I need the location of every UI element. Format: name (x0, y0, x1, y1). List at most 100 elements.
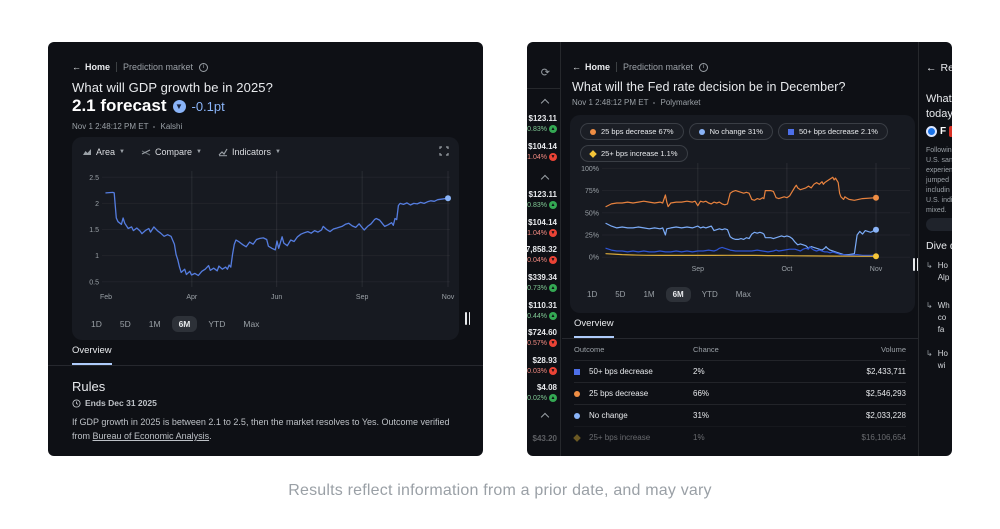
scroll-handle[interactable] (913, 258, 918, 271)
dot-separator (653, 101, 656, 104)
arrow-up-badge-icon: ▲ (549, 284, 557, 292)
arrow-down-badge-icon: ▼ (549, 367, 557, 375)
subdirectory-arrow-icon: ↳ (926, 301, 933, 310)
watchlist-item[interactable]: $28.93 0.03% ▼ (527, 356, 557, 375)
range-5d[interactable]: 5D (615, 290, 626, 299)
watchlist-item[interactable]: $7,858.32 0.04%▼ (527, 245, 557, 264)
range-ytd[interactable]: YTD (208, 319, 226, 329)
fed-chart-svg[interactable]: 0% 25% 50% 75% 100% Sep Oct Nov (570, 157, 915, 285)
svg-text:Feb: Feb (100, 294, 112, 301)
svg-text:Oct: Oct (781, 266, 792, 273)
area-chart-icon (83, 149, 91, 155)
arrow-down-badge-icon: ▼ (549, 339, 557, 347)
svg-text:50%: 50% (585, 210, 599, 217)
scroll-handle[interactable] (465, 312, 470, 325)
dive-deeper-item[interactable]: ↳ Ho Alp (926, 261, 950, 282)
refresh-icon[interactable]: ⟳ (540, 67, 550, 79)
chevron-up-icon[interactable] (540, 174, 550, 184)
table-row[interactable]: 50+ bps decrease 2% $2,433,711 (574, 360, 906, 382)
range-max[interactable]: Max (243, 319, 260, 329)
timestamp: Nov 1 2:48:12 PM ET (572, 98, 649, 107)
tab-strip: Overview (562, 313, 918, 339)
svg-text:Sep: Sep (692, 266, 705, 273)
range-ytd[interactable]: YTD (701, 290, 718, 299)
watchlist-item[interactable]: $339.34 0.73% ▲ (527, 273, 557, 292)
watchlist-item[interactable]: $724.60 0.57% ▼ (527, 328, 557, 347)
gdp-market-window: ← Home Prediction market i What will GDP … (48, 42, 483, 456)
back-home-link[interactable]: ← Home (72, 62, 111, 72)
chart-card: Area ▼ Compare ▼ Indicators ▼ 0.5 1 1.5 2 2.5 Fe… (72, 137, 459, 340)
tab-overview[interactable]: Overview (574, 318, 614, 338)
back-home-link[interactable]: ← Home (572, 62, 611, 72)
svg-text:Apr: Apr (186, 294, 198, 301)
arrow-up-badge-icon: ▲ (549, 394, 557, 402)
chevron-up-icon[interactable] (540, 412, 550, 422)
range-1d[interactable]: 1D (587, 290, 598, 299)
table-row[interactable]: 25+ bps increase 1% $16,106,654 (573, 426, 906, 448)
svg-text:75%: 75% (585, 188, 599, 195)
divider (527, 88, 560, 89)
compare-dropdown[interactable]: Compare ▼ (141, 147, 202, 157)
chevron-up-icon[interactable] (540, 98, 550, 108)
research-panel: ←Re What' today F P Followin U.S. san ex… (919, 42, 952, 456)
range-max[interactable]: Max (735, 290, 751, 299)
fullscreen-button[interactable] (439, 146, 449, 158)
legend-chip-50bps-decrease[interactable]: 50+ bps decrease 2.1% (777, 123, 888, 140)
watchlist-item[interactable]: $4.08 0.02% ▲ (527, 383, 557, 402)
chart-card: 25 bps decrease 67% No change 31% 50+ bp… (570, 115, 915, 313)
market-main-area: ← Home Prediction market i What will the … (562, 42, 918, 456)
svg-text:Sep: Sep (356, 294, 369, 301)
gdp-chart-svg[interactable]: 0.5 1 1.5 2 2.5 Feb Apr Jun Sep Nov (72, 163, 459, 313)
breadcrumb-divider (116, 62, 118, 72)
watchlist-item[interactable]: $43.20 (532, 434, 557, 443)
forecast-value: 2.1 forecast (72, 96, 167, 115)
compare-icon (141, 149, 151, 156)
info-icon[interactable]: i (199, 62, 209, 72)
column-chance: Chance (693, 345, 719, 354)
dive-deeper-item[interactable]: ↳ Wh co fa (926, 301, 950, 334)
table-row[interactable]: No change 31% $2,033,228 (574, 404, 906, 426)
tab-overview[interactable]: Overview (72, 345, 112, 365)
watchlist-item[interactable]: $110.31 0.44% ▲ (527, 301, 557, 320)
research-back-link[interactable]: ← Re (926, 62, 952, 74)
legend-chip-25bps-decrease[interactable]: 25 bps decrease 67% (580, 123, 684, 140)
source-favicon-icon: P (949, 126, 952, 137)
disclaimer-caption: Results reflect information from a prior… (288, 482, 712, 499)
range-1d[interactable]: 1D (91, 319, 102, 329)
indicators-dropdown[interactable]: Indicators ▼ (218, 147, 281, 157)
range-1m[interactable]: 1M (643, 290, 655, 299)
range-1m[interactable]: 1M (148, 319, 161, 329)
blue-square-marker-icon (574, 368, 580, 375)
time-range-selector: 1D 5D 1M 6M YTD Max (84, 316, 266, 332)
table-row[interactable]: 25 bps decrease 66% $2,546,293 (574, 382, 906, 404)
orange-circle-marker-icon (590, 128, 596, 135)
page-title: What will the Fed rate decision be in De… (572, 80, 846, 94)
rules-text: If GDP growth in 2025 is between 2.1 to … (72, 417, 450, 441)
legend-chip-no-change[interactable]: No change 31% (688, 123, 773, 140)
info-icon[interactable]: i (699, 62, 709, 72)
chart-legend: 25 bps decrease 67% No change 31% 50+ bp… (580, 123, 910, 162)
research-summary-text: Followin U.S. san experien jumped includ… (926, 147, 952, 214)
range-5d[interactable]: 5D (119, 319, 131, 329)
legend-chip-25bps-increase[interactable]: 25+ bps increase 1.1% (580, 145, 688, 162)
dot-separator (153, 125, 156, 128)
range-6m[interactable]: 6M (171, 316, 198, 332)
breadcrumb-section: Prediction market (123, 62, 194, 72)
svg-text:2.5: 2.5 (89, 175, 99, 182)
indicators-icon (218, 148, 228, 157)
source-link[interactable]: Bureau of Economic Analysis (92, 430, 210, 441)
chevron-down-icon: ▼ (274, 149, 281, 155)
source-label: Polymarket (660, 98, 701, 107)
watchlist-item[interactable]: $123.11 0.83% ▲ (527, 190, 557, 209)
orange-circle-marker-icon (574, 390, 580, 397)
blue-circle-marker-icon (574, 412, 580, 419)
watchlist-item[interactable]: $123.11 0.83% ▲ (527, 114, 557, 133)
watchlist-item[interactable]: $104.14 1.04% ▼ (527, 218, 557, 237)
range-6m[interactable]: 6M (665, 287, 691, 302)
area-dropdown[interactable]: Area ▼ (82, 147, 125, 157)
arrow-down-badge-icon: ▼ (549, 153, 557, 161)
research-button[interactable] (926, 218, 952, 231)
dive-deeper-item[interactable]: ↳ Ho wi (926, 349, 948, 370)
breadcrumb: ← Home Prediction market i (572, 62, 709, 72)
watchlist-item[interactable]: $104.14 1.04% ▼ (527, 142, 557, 161)
